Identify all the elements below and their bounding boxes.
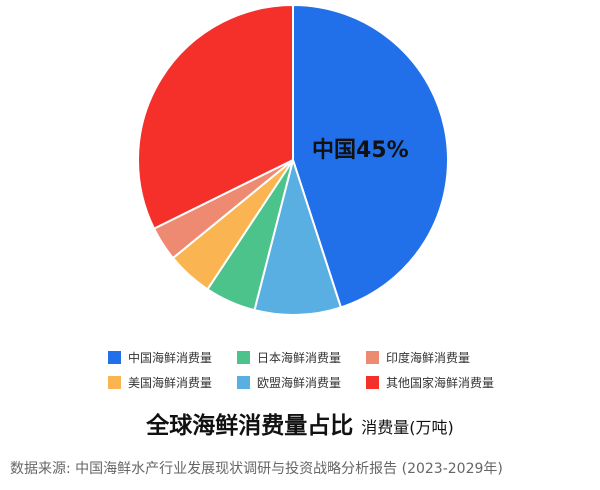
legend-item: 中国海鲜消费量 [108, 349, 237, 366]
legend-item: 其他国家海鲜消费量 [366, 374, 526, 391]
legend-label: 其他国家海鲜消费量 [386, 376, 495, 390]
source-note: 数据来源: 中国海鲜水产行业发展现状调研与投资战略分析报告 (2023-2029… [10, 461, 503, 477]
legend-label: 美国海鲜消费量 [128, 376, 213, 390]
legend-swatch [108, 351, 121, 364]
legend-label: 日本海鲜消费量 [257, 351, 342, 365]
legend-label: 印度海鲜消费量 [386, 351, 471, 365]
pie-slice-1 [253, 156, 343, 316]
legend-label: 中国海鲜消费量 [128, 351, 213, 365]
chart-title-block: 全球海鲜消费量占比 消费量(万吨) [0, 406, 600, 440]
pie-slice-0 [292, 3, 449, 309]
legend-label: 欧盟海鲜消费量 [257, 376, 342, 390]
pie-chart: 中国45% [137, 3, 449, 316]
legend-swatch [237, 376, 250, 389]
chart-subtitle: 消费量(万吨) [361, 418, 454, 437]
legend-swatch [237, 351, 250, 364]
legend-item: 日本海鲜消费量 [237, 349, 366, 366]
legend-item: 美国海鲜消费量 [108, 374, 237, 391]
legend-item: 印度海鲜消费量 [366, 349, 526, 366]
data-label-china: 中国45% [312, 138, 409, 163]
legend: 中国海鲜消费量 日本海鲜消费量 印度海鲜消费量美国海鲜消费量 欧盟海鲜消费量 其他国家海… [108, 349, 526, 391]
legend-swatch [108, 376, 121, 389]
legend-swatch [366, 351, 379, 364]
chart-title: 全球海鲜消费量占比 [146, 413, 354, 439]
legend-swatch [366, 376, 379, 389]
pie-slice-5 [137, 3, 294, 230]
legend-item: 欧盟海鲜消费量 [237, 374, 366, 391]
